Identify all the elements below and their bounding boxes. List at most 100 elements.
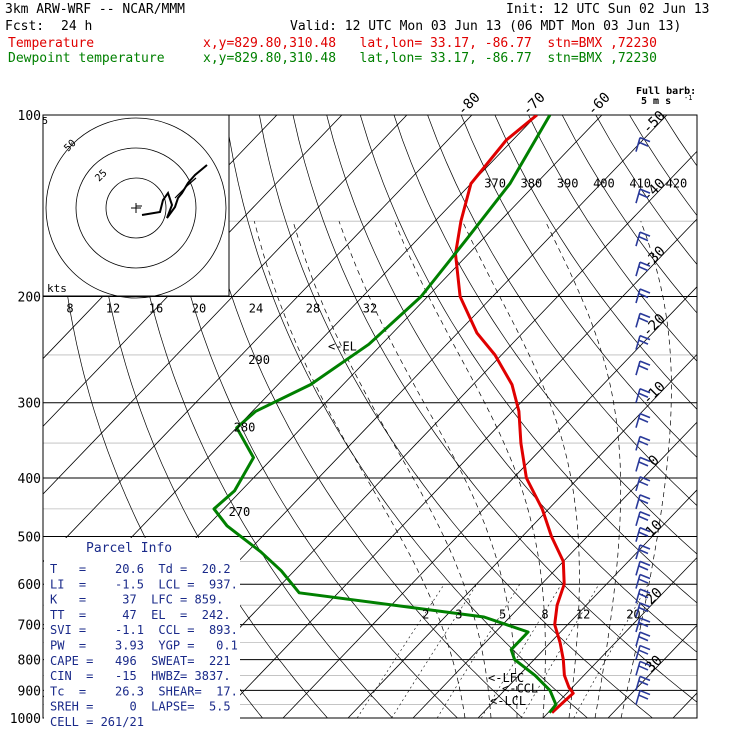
dry-adiabat	[460, 115, 697, 458]
dry-adiabat	[561, 115, 697, 314]
plot-frame	[42, 114, 698, 719]
wind-barb	[635, 261, 651, 277]
wind-barb-flag	[639, 644, 651, 651]
wind-barb	[635, 526, 651, 542]
dry-adiabat	[191, 115, 523, 718]
sounding-curves	[212, 115, 575, 714]
wind-barb-flag	[639, 334, 651, 341]
moist-adiabat	[620, 221, 672, 718]
wind-barb	[635, 360, 651, 376]
wind-barb-flag	[638, 417, 649, 423]
chart-axes	[42, 114, 698, 719]
wind-barb-flag	[638, 515, 649, 522]
wind-barb-flag	[638, 606, 649, 613]
wind-barb-flag	[639, 136, 651, 143]
wind-barb-flag	[639, 456, 651, 463]
level-annotation: <-EL	[328, 339, 357, 353]
wind-barb-flag	[639, 675, 651, 682]
theta-label: 270	[229, 505, 251, 519]
moist-adiabat	[338, 221, 518, 718]
isotherm-line	[282, 286, 697, 718]
wind-barb-flag	[639, 261, 651, 267]
wind-barb-flag	[638, 565, 649, 571]
wind-barb-flag	[639, 494, 651, 500]
wind-barb	[635, 617, 651, 633]
hodograph-ring	[45, 117, 227, 299]
fcst-value: 24 h	[61, 19, 93, 34]
wind-barb	[635, 136, 651, 152]
wind-barb	[635, 588, 651, 604]
wind-barb	[635, 188, 651, 204]
parcel-info-title: Parcel Info	[86, 541, 172, 556]
moist-adiabat	[394, 221, 546, 718]
mixing-ratio-label: 5	[499, 608, 506, 622]
wind-barb-flag	[638, 548, 649, 555]
wind-barb-flag	[638, 694, 649, 700]
wind-barb-staff	[635, 436, 641, 451]
wind-barb-flag	[638, 480, 649, 487]
wind-barb	[635, 435, 651, 451]
theta-label: 380	[521, 177, 543, 191]
wind-barb-flag	[638, 364, 649, 371]
wind-barb-flag	[639, 588, 651, 594]
moist-adiabat-label: 24	[249, 302, 263, 316]
wind-barb-flag	[639, 544, 651, 550]
parcel-info-row: CAPE = 496 SWEAT= 221	[50, 654, 231, 668]
wind-barb	[635, 689, 651, 705]
wind-barb-staff	[635, 588, 641, 604]
wind-barb-staff	[635, 511, 641, 527]
wind-barb-staff	[635, 631, 641, 647]
dewpoint-curve	[212, 115, 558, 714]
wind-barb-flag	[638, 635, 649, 642]
wind-barb-flag	[638, 317, 649, 323]
wind-barb-flag	[639, 560, 651, 567]
wind-barbs	[635, 136, 651, 705]
isotherm-label: -50	[640, 108, 669, 137]
isotherm-label: -60	[584, 90, 613, 119]
mixing-ratio-label: 3	[455, 608, 462, 622]
wind-barb-staff	[635, 544, 641, 560]
wind-barb-staff	[635, 602, 641, 618]
isotherm-label: -70	[519, 90, 548, 119]
hodograph-unit: kts	[47, 282, 67, 295]
wind-barb-flag	[639, 511, 651, 517]
moist-adiabat	[545, 221, 622, 718]
wind-barb-staff	[635, 676, 641, 691]
level-annotation: <-CCL	[502, 681, 538, 695]
chart-labels: 100 200 300 400 500 600 700 800 900 1000 -80 -70 -60…	[10, 86, 697, 727]
parcel-info-row: CELL = 261/21	[50, 715, 144, 729]
wind-barb-staff	[635, 413, 641, 428]
isobar-label: 1000	[10, 712, 41, 727]
wind-barb-flag	[638, 665, 649, 671]
hodograph-origin	[131, 203, 142, 213]
wind-barb-flag	[638, 392, 649, 398]
moist-adiabat-label: 28	[306, 302, 320, 316]
wind-barb-flag	[638, 235, 649, 242]
theta-label: 280	[234, 421, 256, 435]
wind-barb	[635, 476, 651, 492]
wind-barb	[635, 494, 651, 510]
parcel-info-row: T = 20.6 Td = 20.2	[50, 562, 231, 576]
wind-barb-staff	[635, 661, 641, 676]
wind-barb	[635, 288, 651, 304]
wind-barb-flag	[639, 476, 651, 482]
moist-adiabat-label: 32	[363, 302, 377, 316]
wind-barb-staff	[635, 561, 641, 576]
fcst-label: Fcst:	[5, 19, 45, 34]
isotherm-line	[672, 692, 697, 718]
model-title: 3km ARW-WRF -- NCAR/MMM	[5, 2, 186, 17]
dry-adiabat	[696, 115, 697, 116]
wind-barb-staff	[635, 690, 641, 705]
wind-barb-flag	[638, 592, 649, 599]
wind-barb-staff	[635, 494, 641, 510]
isotherm-line	[152, 150, 697, 718]
chart-grid	[43, 115, 697, 718]
parcel-info-background	[44, 538, 240, 719]
mixing-ratio-line	[520, 584, 600, 718]
wind-barb-staff	[635, 457, 641, 472]
wind-barb-flag	[638, 461, 649, 467]
dry-adiabat	[359, 115, 697, 604]
wind-barb	[635, 412, 651, 428]
wind-barb	[635, 675, 651, 691]
parcel-info-row: PW = 3.93 YGP = 0.1	[50, 639, 238, 653]
